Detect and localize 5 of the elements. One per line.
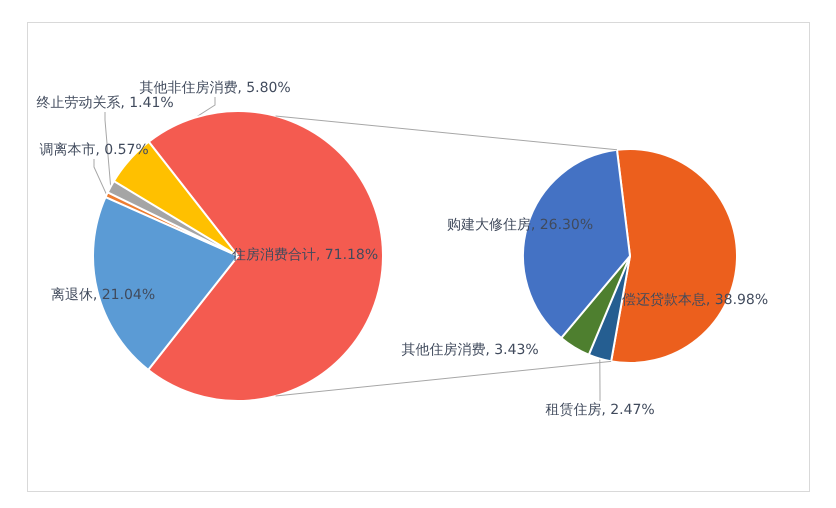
slice-label: 租赁住房, 2.47% [545, 402, 655, 418]
slice-label: 其他住房消费, 3.43% [401, 342, 539, 358]
slice-label: 离退休, 21.04% [50, 287, 156, 303]
slice-label: 其他非住房消费, 5.80% [139, 80, 291, 96]
slice-label: 终止劳动关系, 1.41% [36, 95, 174, 111]
